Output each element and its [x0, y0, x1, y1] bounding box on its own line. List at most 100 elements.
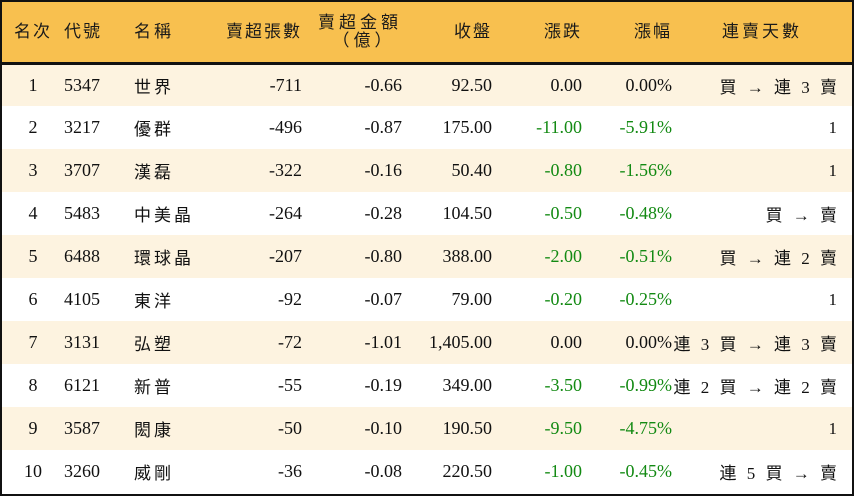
cell-rank: 1 — [28, 74, 38, 95]
cell-change: 0.00 — [550, 332, 583, 352]
cell-sell-amount: -0.87 — [364, 117, 403, 137]
cell-sell-lots: -711 — [269, 74, 302, 95]
cell-rank: 8 — [28, 375, 38, 395]
cell-close: 104.50 — [442, 203, 493, 223]
cell-code: 5347 — [64, 74, 100, 95]
cell-code: 4105 — [64, 289, 100, 309]
cell-sell-amount: -0.19 — [364, 375, 403, 395]
table-row: 7 3131 弘塑 -72 -1.01 1,405.00 0.00 0.00% … — [2, 321, 852, 364]
cell-name: 新普 — [134, 378, 174, 397]
cell-rank: 9 — [28, 418, 38, 438]
cell-name: 漢磊 — [134, 163, 174, 182]
cell-rank: 3 — [28, 160, 38, 180]
table-row: 3 3707 漢磊 -322 -0.16 50.40 -0.80 -1.56% … — [2, 149, 852, 192]
cell-streak: 1 — [828, 418, 840, 438]
table-row: 9 3587 閎康 -50 -0.10 190.50 -9.50 -4.75% … — [2, 407, 852, 450]
cell-change-pct: -0.51% — [619, 246, 673, 266]
cell-close: 50.40 — [451, 160, 493, 180]
table-row: 4 5483 中美晶 -264 -0.28 104.50 -0.50 -0.48… — [2, 192, 852, 235]
cell-name: 閎康 — [134, 421, 174, 440]
cell-sell-lots: -264 — [269, 203, 302, 223]
cell-sell-amount: -0.16 — [364, 160, 403, 180]
cell-change-pct: -0.25% — [619, 289, 673, 309]
cell-streak: 連 2 買 → 連 2 賣 — [673, 378, 840, 397]
cell-code: 3707 — [64, 160, 100, 180]
cell-sell-lots: -55 — [278, 375, 302, 395]
cell-change: -0.50 — [544, 203, 583, 223]
cell-close: 79.00 — [451, 289, 493, 309]
cell-close: 92.50 — [451, 74, 493, 95]
header-sell-amount-line1: 賣超金額 — [318, 12, 402, 32]
cell-code: 6121 — [64, 375, 100, 395]
cell-sell-lots: -322 — [269, 160, 302, 180]
cell-code: 5483 — [64, 203, 100, 223]
header-sell-amount: 賣超金額 （億） — [302, 2, 402, 65]
header-code: 代號 — [64, 2, 134, 65]
header-row: 名次 代號 名稱 賣超張數 賣超金額 （億） 收盤 漲跌 漲幅 連賣天數 — [2, 2, 852, 65]
header-change: 漲跌 — [492, 2, 582, 65]
table-row: 10 3260 威剛 -36 -0.08 220.50 -1.00 -0.45%… — [2, 450, 852, 493]
cell-sell-lots: -496 — [269, 117, 302, 137]
cell-name: 威剛 — [134, 464, 174, 483]
header-rank: 名次 — [2, 2, 64, 65]
cell-code: 6488 — [64, 246, 100, 266]
cell-sell-amount: -0.80 — [364, 246, 403, 266]
cell-sell-amount: -1.01 — [364, 332, 403, 352]
cell-change-pct: -1.56% — [619, 160, 673, 180]
cell-close: 175.00 — [442, 117, 493, 137]
cell-sell-amount: -0.07 — [364, 289, 403, 309]
cell-name: 世界 — [134, 77, 174, 97]
header-sell-amount-line2: （億） — [332, 30, 396, 50]
table-body: 1 5347 世界 -711 -0.66 92.50 0.00 0.00% 買 … — [2, 63, 852, 493]
cell-code: 3260 — [64, 461, 100, 481]
cell-sell-amount: -0.08 — [364, 461, 403, 481]
cell-name: 優群 — [134, 120, 174, 139]
cell-name: 弘塑 — [134, 335, 174, 354]
cell-rank: 6 — [28, 289, 38, 309]
cell-close: 190.50 — [442, 418, 493, 438]
cell-close: 1,405.00 — [429, 332, 492, 352]
cell-change: -11.00 — [536, 117, 582, 137]
cell-name: 環球晶 — [134, 249, 194, 268]
cell-change-pct: -0.48% — [619, 203, 673, 223]
cell-change-pct: 0.00% — [625, 74, 673, 95]
cell-sell-amount: -0.66 — [364, 74, 403, 95]
cell-rank: 2 — [28, 117, 38, 137]
header-sell-lots: 賣超張數 — [220, 2, 302, 65]
cell-change: -1.00 — [544, 461, 583, 481]
cell-name: 東洋 — [134, 292, 174, 311]
table-row: 2 3217 優群 -496 -0.87 175.00 -11.00 -5.91… — [2, 106, 852, 149]
cell-code: 3587 — [64, 418, 100, 438]
cell-streak: 連 5 買 → 賣 — [719, 464, 840, 483]
cell-close: 220.50 — [442, 461, 493, 481]
cell-code: 3217 — [64, 117, 100, 137]
header-streak: 連賣天數 — [672, 2, 852, 65]
table-row: 8 6121 新普 -55 -0.19 349.00 -3.50 -0.99% … — [2, 364, 852, 407]
table-row: 6 4105 東洋 -92 -0.07 79.00 -0.20 -0.25% 1 — [2, 278, 852, 321]
cell-sell-lots: -36 — [278, 461, 302, 481]
cell-change-pct: -0.45% — [619, 461, 673, 481]
cell-code: 3131 — [64, 332, 100, 352]
cell-change-pct: 0.00% — [625, 332, 673, 352]
cell-sell-lots: -207 — [269, 246, 302, 266]
cell-rank: 7 — [28, 332, 38, 352]
table-row: 5 6488 環球晶 -207 -0.80 388.00 -2.00 -0.51… — [2, 235, 852, 278]
cell-streak: 1 — [828, 289, 840, 309]
cell-streak: 1 — [828, 117, 840, 137]
cell-change: 0.00 — [550, 74, 583, 95]
cell-sell-lots: -50 — [278, 418, 302, 438]
cell-change: -0.80 — [544, 160, 583, 180]
cell-change: -9.50 — [544, 418, 583, 438]
cell-change: -3.50 — [544, 375, 583, 395]
cell-streak: 買 → 連 2 賣 — [719, 249, 840, 268]
cell-change: -2.00 — [544, 246, 583, 266]
cell-change-pct: -4.75% — [619, 418, 673, 438]
cell-rank: 10 — [24, 461, 42, 481]
cell-name: 中美晶 — [134, 206, 194, 225]
cell-change-pct: -5.91% — [619, 117, 673, 137]
cell-streak: 買 → 連 3 賣 — [719, 77, 840, 97]
header-name: 名稱 — [134, 2, 220, 65]
cell-rank: 5 — [28, 246, 38, 266]
